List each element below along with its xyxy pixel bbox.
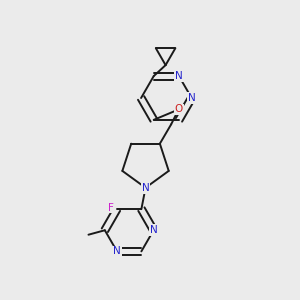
Text: N: N (113, 246, 121, 256)
Text: N: N (188, 93, 196, 103)
Text: N: N (142, 183, 149, 193)
Text: N: N (150, 225, 158, 235)
Text: F: F (108, 203, 114, 213)
Text: O: O (175, 104, 183, 115)
Text: N: N (175, 71, 183, 81)
